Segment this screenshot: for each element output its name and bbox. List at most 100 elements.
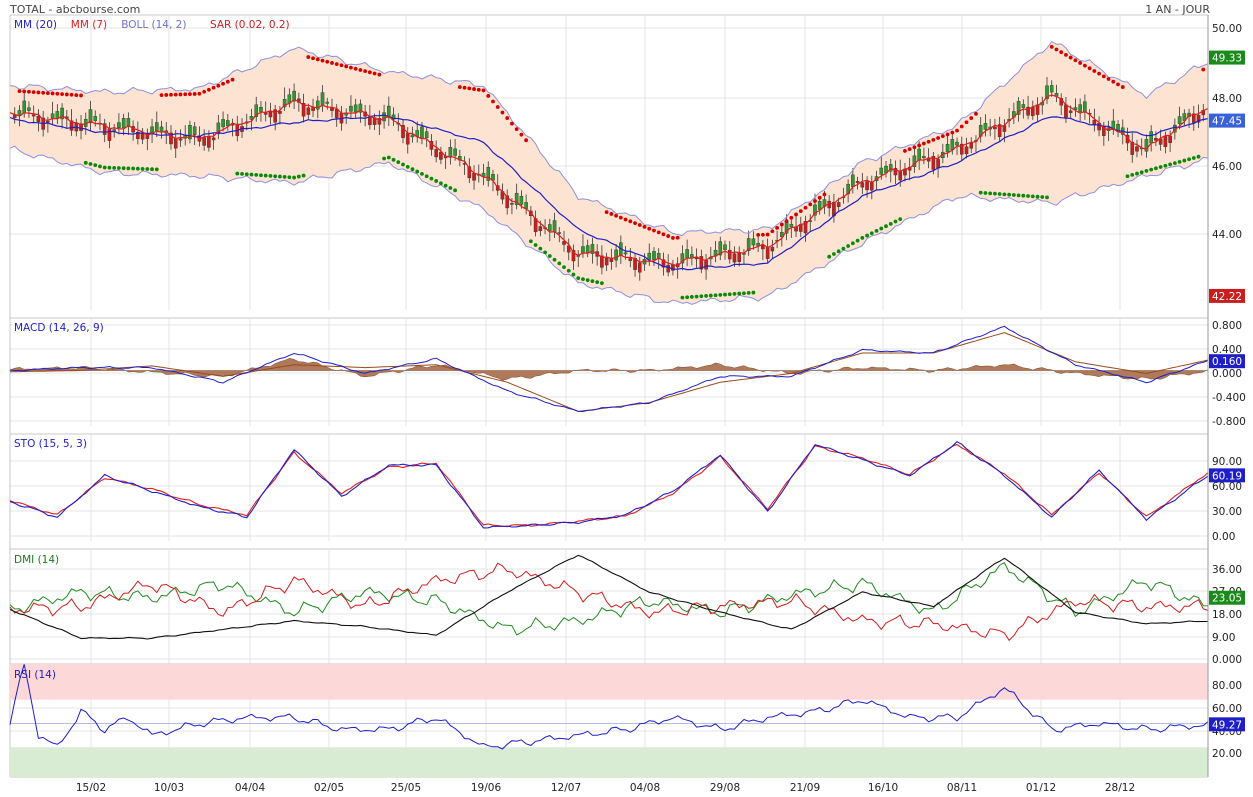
sar-dot-bear [950,130,955,135]
sar-dot-bull [83,160,88,165]
sar-dot-bear [22,89,27,94]
candle-body [647,252,652,260]
sar-dot-bull [841,246,846,251]
candle-body [330,107,334,111]
sar-dot-bear [315,57,320,62]
sar-dot-bear [197,91,202,96]
sar-dot-bull [1172,161,1177,166]
sar-dot-bear [637,223,642,227]
value-tag [1209,354,1245,369]
sar-dot-bull [590,279,595,284]
y-tick-label: 46.00 [1212,161,1242,173]
sar-dot-bull [997,192,1002,196]
sar-dot-bear [642,224,647,229]
candle-body [1026,106,1030,116]
candle-body [661,259,666,268]
sar-dot-bear [514,127,519,132]
sar-dot-bear [770,229,775,234]
candle-body [173,137,178,149]
sar-dot-bear [614,213,619,218]
y-tick-label: 60.00 [1212,703,1242,715]
price-legend-entry: SAR (0.02, 0.2) [210,19,290,31]
sar-dot-bear [500,110,505,115]
candle-body [1068,110,1073,113]
sar-dot-bull [448,186,453,190]
value-tag-label: 23.05 [1212,593,1242,605]
candle-body [879,167,884,175]
sar-dot-bull [689,295,694,299]
candle-body [50,113,55,119]
sar-dot-bull [420,171,424,176]
sar-dot-bear [789,215,794,220]
sar-dot-bear [41,90,46,95]
mm20-line [9,114,1209,271]
sar-dot-bear [457,85,462,89]
candle-body [387,105,391,118]
candle-body [585,245,590,254]
sar-dot-bear [169,92,173,97]
sar-dot-bull [112,165,117,170]
candle-body [666,264,670,273]
candle-body [150,126,154,135]
candle-body [1144,139,1149,152]
indicator-title: RSI (14) [14,669,56,681]
y-tick-label: 9.00 [1212,632,1235,644]
candle-body [922,156,926,159]
candle-body [377,118,382,125]
y-tick-label: 36.00 [1212,564,1242,576]
sar-dot-bear [1111,79,1116,84]
candle-body [912,155,917,167]
sar-dot-bull [415,169,420,174]
y-tick-label: -0.800 [1212,416,1246,428]
candle-body [325,101,330,104]
sar-dot-bear [372,71,377,76]
sar-dot-bull [263,173,268,178]
candle-body [590,244,595,254]
sar-dot-bear [661,232,666,237]
candle-body [273,109,277,123]
candle-body [353,104,358,113]
candle-body [278,111,282,114]
candle-body [434,149,438,158]
sar-dot-bear [192,92,197,96]
value-tag [1209,288,1245,303]
sar-dot-bear [666,234,671,238]
candle-body [656,253,661,259]
candle-body [88,109,93,124]
sar-dot-bear [917,143,922,148]
sar-dot-bear [1087,66,1092,71]
sar-dot-bull [396,160,401,165]
candle-body [93,116,98,122]
candle-body [727,249,732,260]
sar-dot-bear [813,199,817,203]
sar-dot-bear [159,93,164,98]
sar-dot-bear [1120,85,1125,89]
sar-dot-bear [1101,74,1106,79]
sar-dot-bull [1135,171,1139,176]
sar-dot-bear [69,92,74,97]
candle-body [548,224,552,232]
sar-dot-bull [154,167,159,172]
sar-dot-bear [798,209,803,214]
sar-dot-bull [126,166,131,171]
sar-dot-bull [287,175,292,180]
chart-period-label[interactable]: 1 AN - JOUR [1145,3,1210,16]
sar-dot-bear [940,134,945,139]
candle-body [69,120,74,131]
candle-body [538,226,543,231]
y-tick-label: 48.00 [1212,93,1242,105]
sar-dot-bear [60,92,64,97]
sar-dot-bear [225,79,230,84]
candle-body [552,220,557,233]
sar-dot-bear [519,132,524,137]
sar-dot-bull [694,294,699,299]
mm7-line [9,94,1209,267]
dmi-plus-line [9,562,1209,636]
sar-dot-bull [150,167,154,172]
sar-dot-bear [524,138,529,143]
candle-body [983,123,988,130]
candle-body [571,250,576,262]
x-tick-label: 08/11 [947,782,977,794]
candle-body [694,257,699,260]
sar-dot-bull [259,173,263,178]
